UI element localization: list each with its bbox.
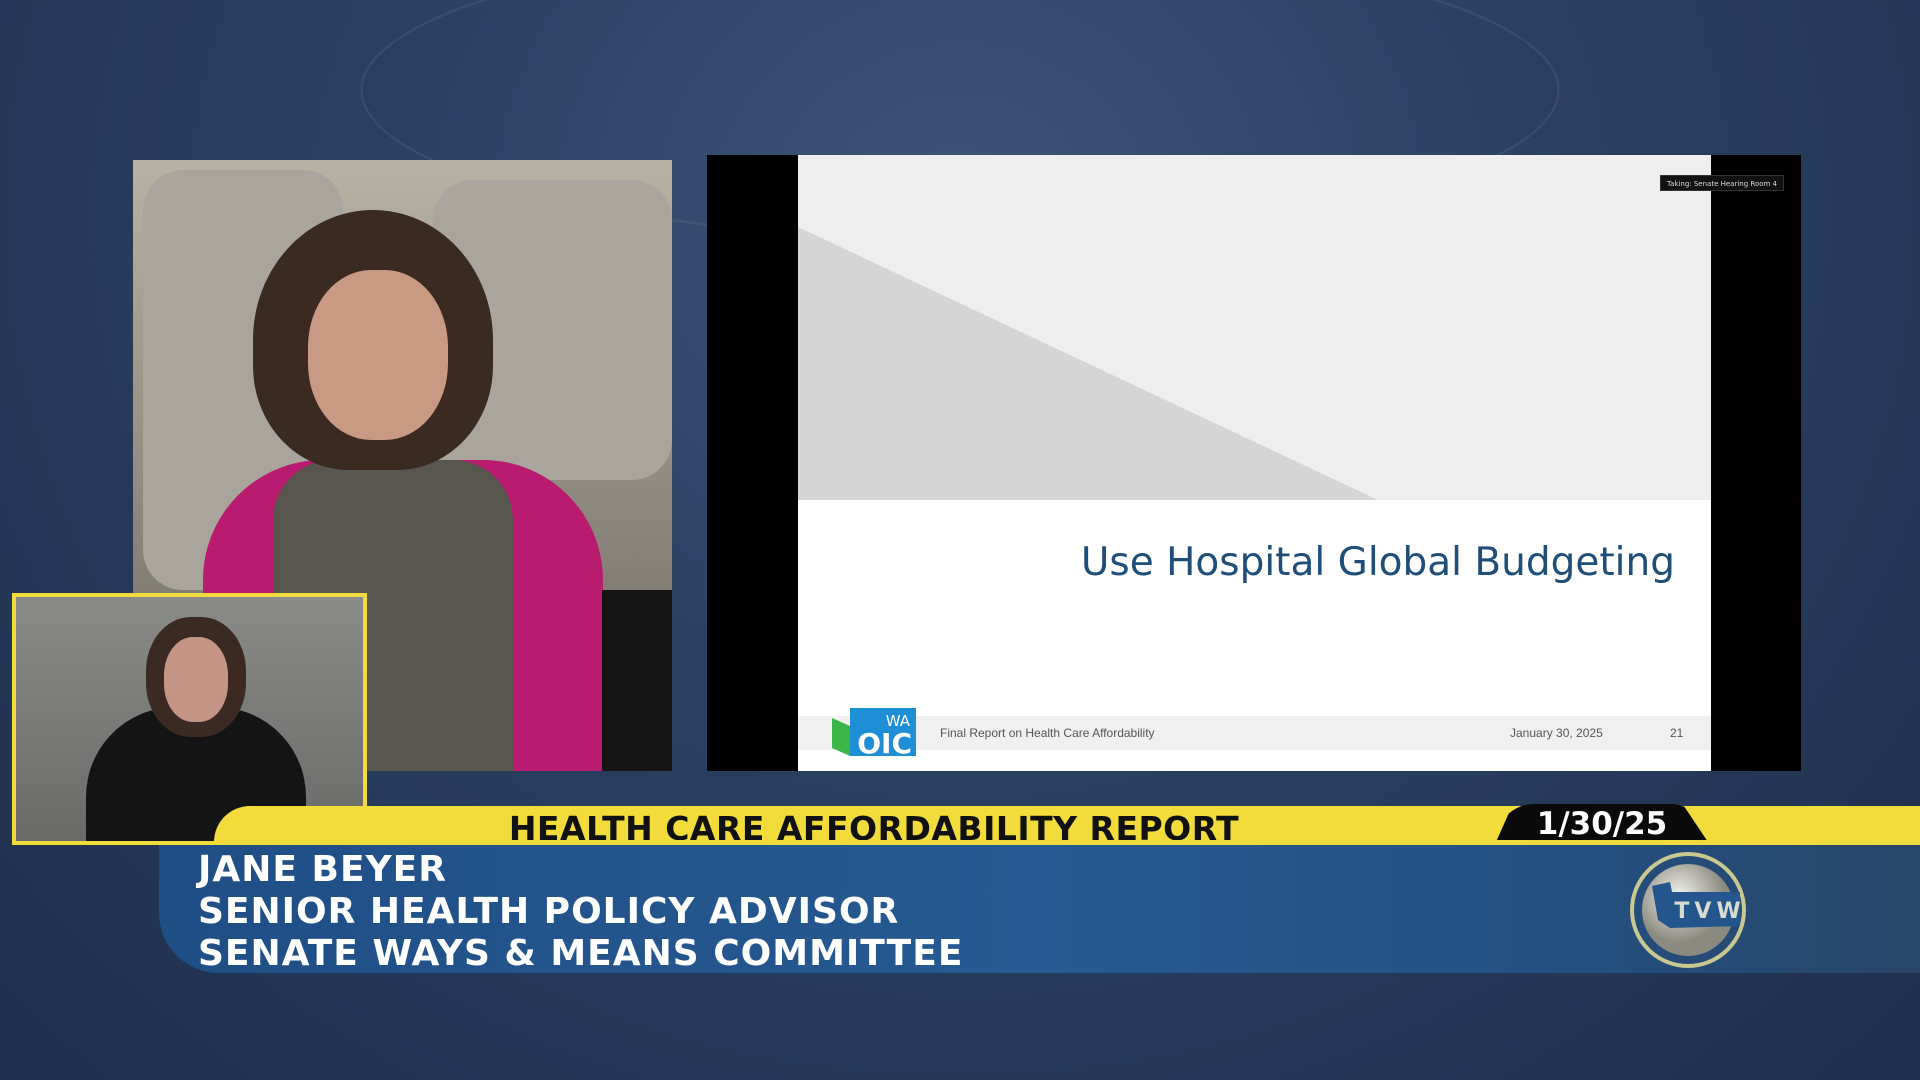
wa-oic-logo: WA OIC: [832, 708, 916, 756]
slide-title: Use Hospital Global Budgeting: [1080, 540, 1675, 585]
speaker-face: [308, 270, 448, 440]
slide-page-number: 21: [1670, 726, 1684, 740]
presentation-slide-frame: Use Hospital Global Budgeting WA OIC Fin…: [707, 155, 1801, 771]
slide-footer-title: Final Report on Health Care Affordabilit…: [940, 726, 1155, 740]
monitor: [602, 590, 672, 771]
yellow-divider: [214, 840, 1920, 845]
logo-state-text: WA: [886, 712, 911, 730]
room-label: Taking: Senate Hearing Room 4: [1660, 175, 1784, 191]
logo-org-text: OIC: [857, 727, 912, 756]
speaker-organization: SENATE WAYS & MEANS COMMITTEE: [198, 933, 964, 974]
lower-third: JANE BEYER SENIOR HEALTH POLICY ADVISOR …: [159, 845, 1920, 974]
slide-footer-date: January 30, 2025: [1510, 726, 1603, 740]
speaker-name: JANE BEYER: [198, 849, 447, 890]
tvw-logo-text: TVW: [1674, 899, 1745, 924]
tvw-logo: TVW: [1630, 852, 1746, 968]
interpreter-face: [164, 637, 228, 722]
slide-footer: [798, 716, 1711, 750]
presentation-slide: Use Hospital Global Budgeting WA OIC Fin…: [798, 155, 1711, 771]
speaker-role: SENIOR HEALTH POLICY ADVISOR: [198, 891, 900, 932]
banner-date: 1/30/25: [1536, 806, 1668, 842]
date-tab: 1/30/25: [1496, 804, 1708, 842]
